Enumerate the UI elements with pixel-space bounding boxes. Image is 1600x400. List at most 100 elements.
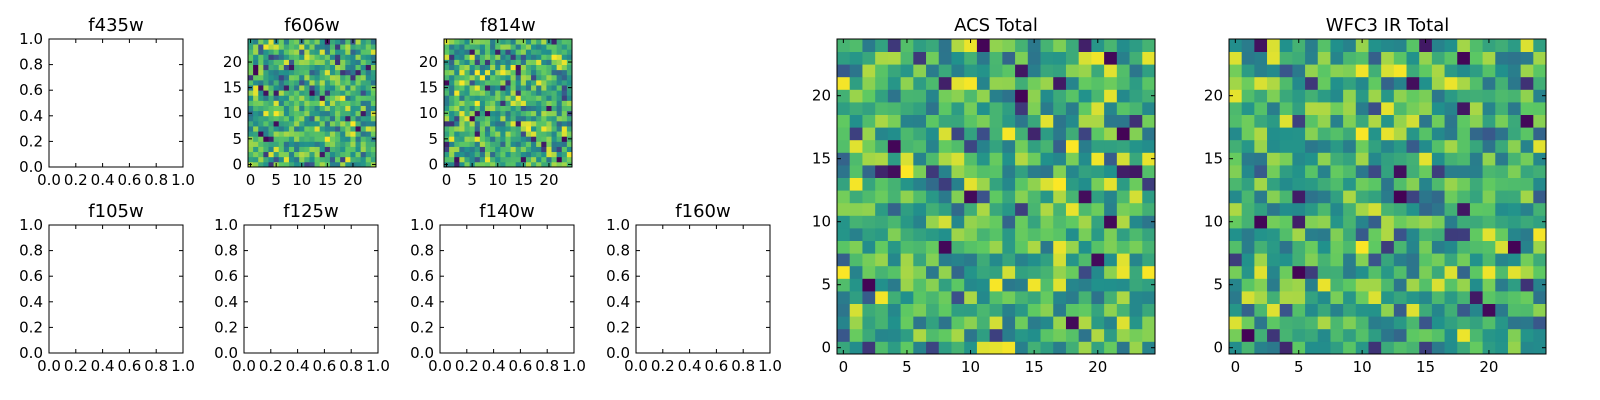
heatmap-cell	[964, 89, 978, 103]
heatmap-cell	[335, 141, 341, 147]
heatmap-cell	[913, 215, 927, 229]
heatmap-cell	[862, 215, 876, 229]
heatmap-cell	[964, 139, 978, 153]
heatmap-cell	[989, 114, 1003, 128]
heatmap-cell	[365, 74, 372, 81]
heatmap-cell	[370, 90, 377, 96]
heatmap-cell	[484, 161, 491, 168]
y-tick-label: 0.4	[214, 293, 238, 311]
heatmap-cell	[294, 156, 300, 163]
heatmap-cell	[1444, 127, 1458, 141]
heatmap-cell	[1267, 341, 1281, 355]
heatmap-cell	[951, 278, 965, 292]
heatmap-cell	[1355, 341, 1369, 355]
heatmap-cell	[837, 303, 851, 317]
heatmap-cell	[1457, 64, 1471, 78]
heatmap-cell	[1381, 190, 1395, 204]
heatmap-cell	[1533, 190, 1547, 204]
heatmap-cell	[449, 120, 455, 127]
heatmap-cell	[490, 44, 496, 50]
heatmap-cell	[510, 54, 517, 60]
y-tick-label: 0.2	[410, 318, 434, 336]
heatmap-cell	[1065, 303, 1080, 317]
heatmap-cell	[1027, 328, 1041, 342]
heatmap-cell	[566, 156, 573, 163]
heatmap-cell	[875, 139, 889, 153]
heatmap-cell	[324, 146, 331, 153]
heatmap-cell	[309, 146, 315, 153]
heatmap-cell	[875, 152, 889, 166]
heatmap-cell	[1065, 139, 1080, 153]
heatmap-cell	[1317, 76, 1331, 90]
heatmap-cell	[248, 74, 254, 81]
heatmap-cell	[1368, 253, 1382, 267]
heatmap-cell	[1292, 102, 1306, 115]
heatmap-cell	[278, 100, 285, 106]
heatmap-cell	[1444, 303, 1458, 317]
heatmap-cell	[1091, 291, 1105, 304]
heatmap-cell	[1419, 341, 1433, 355]
heatmap-cell	[370, 151, 377, 158]
heatmap-cell	[505, 105, 511, 112]
heatmap-cell	[1330, 240, 1344, 254]
y-tick-label: 0.2	[214, 318, 238, 336]
heatmap-cell	[989, 265, 1003, 279]
heatmap-cell	[1091, 114, 1105, 128]
heatmap-cell	[263, 120, 269, 127]
heatmap-cell	[1292, 291, 1306, 304]
heatmap-cell	[926, 316, 940, 330]
heatmap-cell	[525, 44, 532, 50]
heatmap-cell	[531, 49, 537, 55]
heatmap-cell	[314, 110, 321, 117]
heatmap-cell	[1495, 51, 1509, 65]
heatmap-cell	[1507, 228, 1522, 241]
heatmap-cell	[837, 139, 851, 153]
heatmap-cell	[1393, 215, 1407, 229]
heatmap-cell	[345, 126, 351, 132]
heatmap-cell	[964, 265, 978, 279]
heatmap-cell	[1142, 76, 1156, 90]
heatmap-cell	[309, 59, 315, 65]
heatmap-cell	[1444, 165, 1458, 178]
heatmap-cell	[1267, 114, 1281, 128]
heatmap-cell	[515, 90, 522, 96]
heatmap-cell	[556, 146, 563, 153]
heatmap-cell	[1533, 253, 1547, 267]
heatmap-cell	[490, 95, 496, 101]
heatmap-cell	[837, 228, 851, 241]
heatmap-cell	[1355, 278, 1369, 292]
heatmap-cell	[1482, 76, 1496, 90]
heatmap-cell	[1343, 253, 1357, 267]
heatmap-cell	[505, 110, 511, 117]
heatmap-cell	[474, 126, 481, 132]
heatmap-cell	[1229, 278, 1243, 292]
x-tick-label: 0	[1231, 358, 1241, 376]
heatmap-cell	[515, 131, 522, 137]
heatmap-cell	[464, 156, 470, 163]
heatmap-cell	[1495, 165, 1509, 178]
heatmap-cell	[862, 139, 876, 153]
heatmap-cell	[484, 131, 491, 137]
heatmap-cell	[459, 120, 465, 127]
heatmap-cell	[278, 136, 285, 142]
heatmap-cell	[464, 49, 470, 55]
heatmap-cell	[926, 39, 940, 52]
heatmap-cell	[1482, 152, 1496, 166]
heatmap-cell	[1104, 127, 1118, 141]
heatmap-cell	[288, 64, 295, 71]
heatmap-cell	[1142, 202, 1156, 216]
heatmap-cell	[1116, 39, 1130, 52]
heatmap-cell	[1104, 102, 1118, 115]
heatmap-cell	[1355, 102, 1369, 115]
heatmap-cell	[474, 39, 481, 45]
heatmap-cell	[1419, 328, 1433, 342]
heatmap-cell	[837, 202, 851, 216]
heatmap-cell	[479, 74, 486, 81]
heatmap-cell	[283, 39, 290, 45]
heatmap-cell	[495, 141, 501, 147]
heatmap-cell	[1229, 215, 1243, 229]
heatmap-cell	[1444, 114, 1458, 128]
heatmap-cell	[531, 39, 537, 45]
heatmap-cell	[1254, 190, 1268, 204]
heatmap-cell	[1129, 215, 1143, 229]
